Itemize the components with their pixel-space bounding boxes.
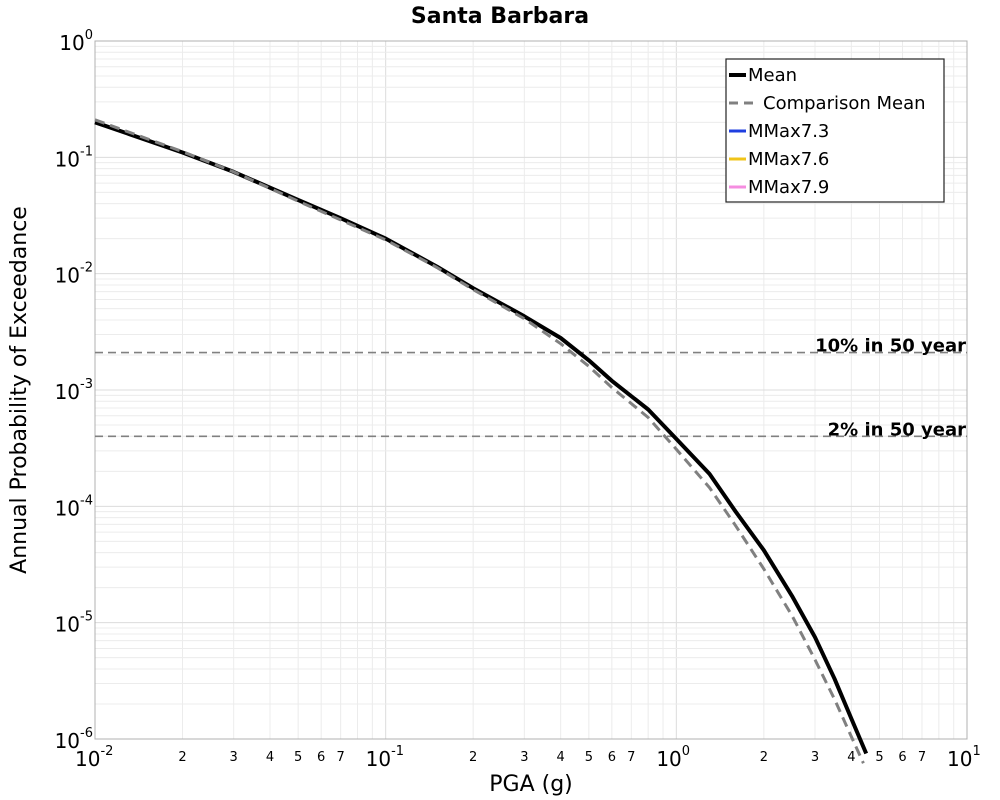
x-minor-tick-label: 2	[178, 750, 186, 765]
legend-entry-label: MMax7.6	[748, 149, 829, 170]
plot-frame	[94, 40, 968, 740]
y-tick-label: 10-3	[55, 377, 93, 404]
x-minor-tick-label: 7	[337, 750, 345, 765]
x-axis-label: PGA (g)	[489, 772, 573, 797]
reference-line-label: 10% in 50 year	[815, 336, 966, 357]
legend-box	[725, 58, 945, 203]
y-tick-label: 10-6	[55, 726, 93, 753]
x-tick-label: 10-2	[75, 744, 113, 771]
legend: Mean Comparison Mean MMax7.3 MMax7.6 MMax7.9	[725, 58, 945, 203]
legend-entry-label: MMax7.9	[748, 177, 829, 198]
grid	[94, 41, 967, 740]
y-axis-label: Annual Probability of Exceedance	[7, 206, 32, 574]
x-minor-tick-label: 6	[608, 750, 616, 765]
x-minor-tick-label: 6	[898, 750, 906, 765]
x-tick-label: 100	[656, 744, 690, 771]
y-tick-label: 10-5	[55, 610, 93, 637]
x-minor-tick-label: 6	[317, 750, 325, 765]
y-axis-ticks: 100 10-1 10-2 10-3 10-4 10-5 10-6	[55, 28, 93, 753]
x-minor-tick-label: 4	[557, 750, 565, 765]
x-minor-tick-label: 3	[811, 750, 819, 765]
x-tick-label: 101	[947, 744, 981, 771]
legend-entry-label: Mean	[748, 65, 797, 86]
x-minor-tick-label: 2	[469, 750, 477, 765]
y-tick-label: 10-4	[55, 493, 93, 520]
x-minor-tick-label: 2	[760, 750, 768, 765]
series-layer	[94, 118, 869, 764]
x-minor-tick-label: 3	[520, 750, 528, 765]
plot-area-border	[94, 40, 968, 740]
y-tick-label: 100	[59, 28, 93, 55]
x-minor-tick-label: 7	[918, 750, 926, 765]
legend-entry-label: MMax7.3	[748, 121, 829, 142]
x-minor-tick-label: 4	[266, 750, 274, 765]
legend-entry-label: Comparison Mean	[763, 93, 926, 114]
y-tick-label: 10-1	[55, 144, 93, 171]
chart-title: Santa Barbara	[411, 4, 589, 29]
series-line-comparison-mean	[94, 118, 865, 764]
x-minor-tick-label: 5	[875, 750, 883, 765]
x-minor-tick-label: 5	[585, 750, 593, 765]
reference-lines: 10% in 50 year 2% in 50 year	[95, 336, 967, 440]
x-minor-tick-label: 7	[627, 750, 635, 765]
x-minor-tick-label: 4	[847, 750, 855, 765]
y-tick-label: 10-2	[55, 261, 93, 288]
x-minor-tick-label: 5	[294, 750, 302, 765]
x-tick-label: 10-1	[366, 744, 404, 771]
reference-line-label: 2% in 50 year	[828, 419, 966, 440]
x-minor-tick-label: 3	[230, 750, 238, 765]
